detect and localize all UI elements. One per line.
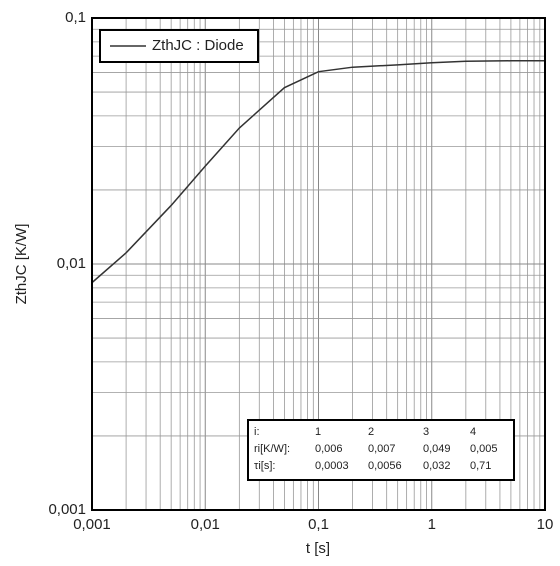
x-tick-label: 0,001	[73, 516, 111, 533]
y-axis-label: ZthJC [K/W]	[13, 224, 30, 305]
y-tick-label: 0,001	[48, 501, 86, 518]
table-cell: 0,032	[423, 460, 451, 472]
table-cell: 0,049	[423, 443, 451, 455]
x-tick-label: 0,01	[191, 516, 220, 533]
plot-frame	[91, 17, 546, 511]
legend-label: ZthJC : Diode	[152, 37, 244, 54]
table-cell: 3	[423, 426, 429, 438]
table-cell: i:	[254, 426, 260, 438]
series-line	[91, 60, 545, 284]
table-cell: 0,71	[470, 460, 491, 472]
table-cell: 0,0056	[368, 460, 402, 472]
x-axis-label: t [s]	[306, 540, 330, 557]
table-cell: 0,007	[368, 443, 396, 455]
table-cell: 0,0003	[315, 460, 349, 472]
table-box	[247, 419, 515, 481]
table-cell: 0,005	[470, 443, 498, 455]
y-tick-label: 0,01	[57, 255, 86, 272]
table-cell: 2	[368, 426, 374, 438]
legend: ZthJC : Diode	[99, 29, 259, 63]
table-cell: 0,006	[315, 443, 343, 455]
y-tick-label: 0,1	[65, 9, 86, 26]
table-cell: 1	[315, 426, 321, 438]
parameter-table: i: 1 2 3 4 ri[K/W]: 0,006 0,007 0,049 0,005 τi[s]:…	[247, 419, 515, 481]
table-cell: ri[K/W]:	[254, 443, 290, 455]
x-tick-label: 10	[537, 516, 554, 533]
plot	[91, 60, 545, 284]
table-cell: τi[s]:	[254, 460, 275, 472]
x-tick-label: 1	[428, 516, 436, 533]
x-tick-label: 0,1	[308, 516, 329, 533]
table-cell: 4	[470, 426, 476, 438]
